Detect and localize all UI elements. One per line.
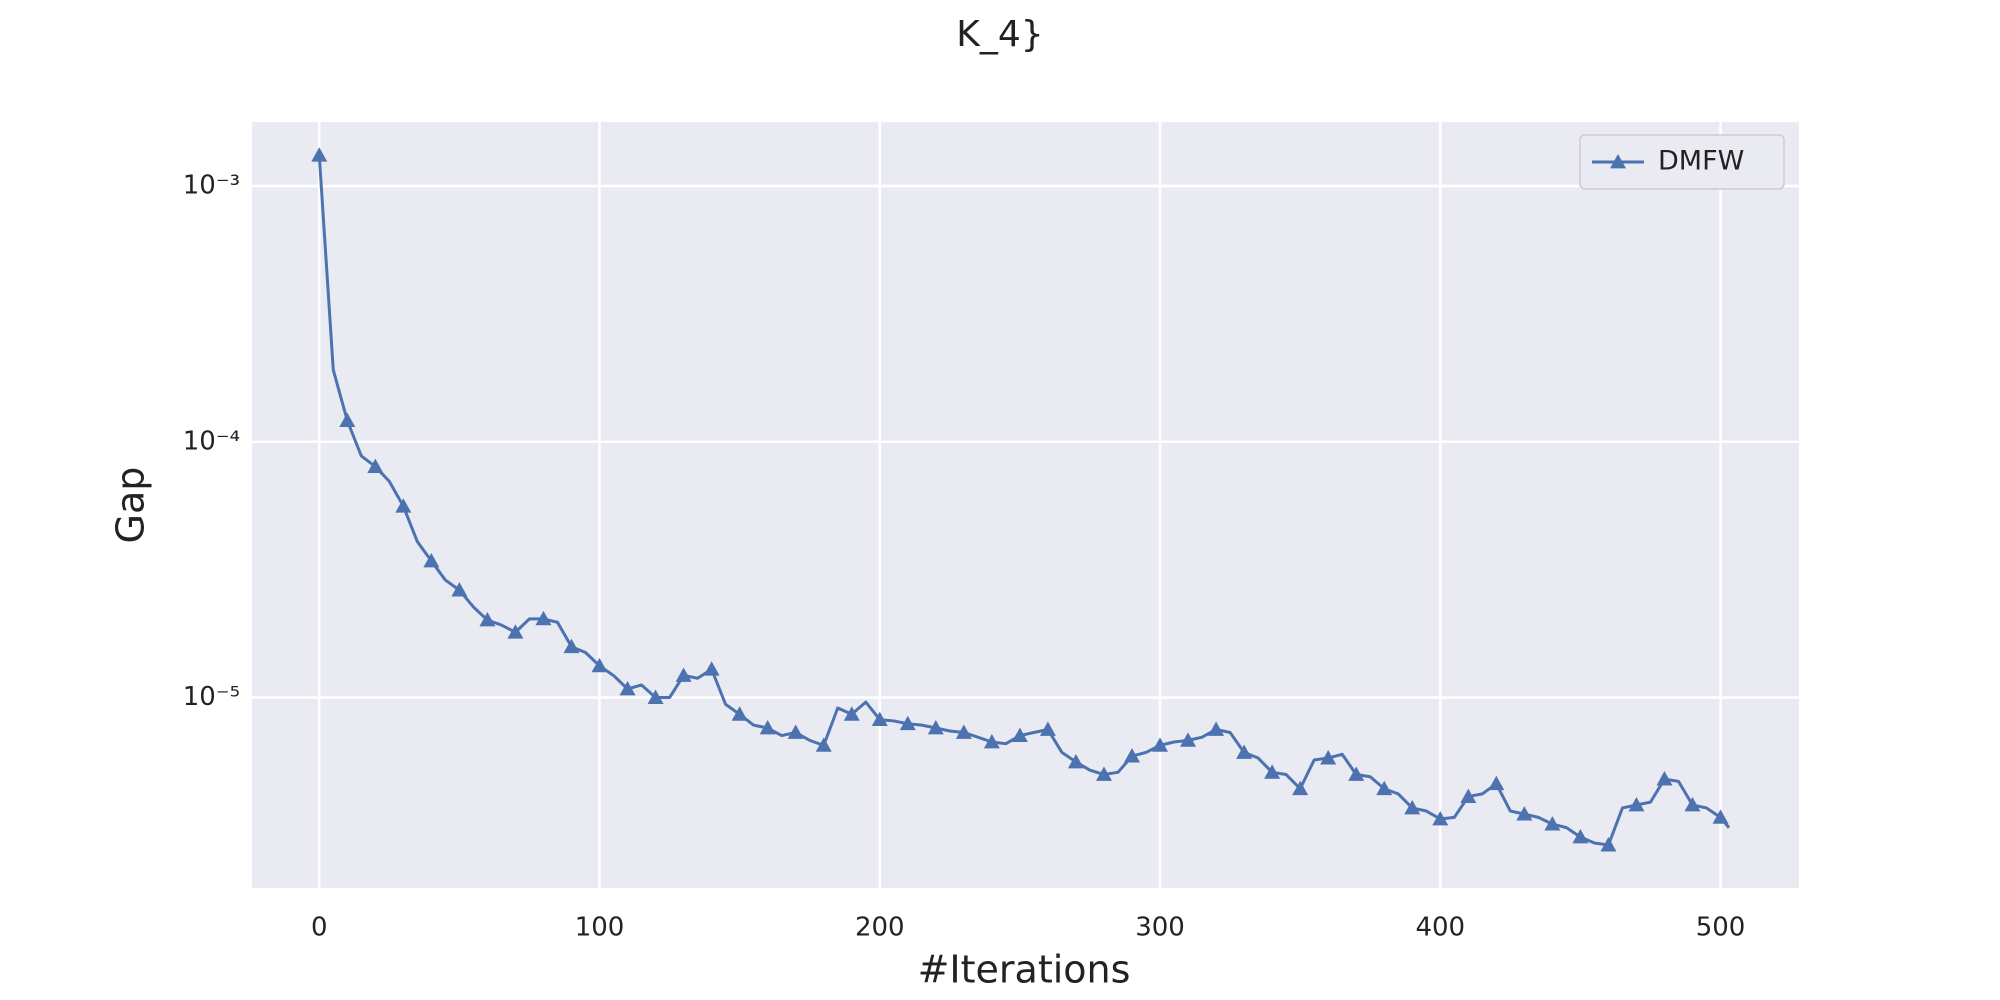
marker: [423, 552, 440, 568]
marker: [1180, 732, 1197, 747]
marker: [1123, 748, 1140, 763]
marker: [1404, 799, 1421, 815]
marker: [703, 661, 720, 676]
marker: [1516, 806, 1533, 821]
marker: [591, 657, 608, 673]
marker: [563, 638, 580, 654]
marker: [1544, 816, 1561, 831]
chart-title: K_4}: [956, 14, 1043, 55]
x-tick-label: 200: [855, 913, 905, 943]
marker: [1292, 780, 1309, 796]
marker: [1152, 737, 1169, 752]
marker: [1320, 750, 1337, 765]
y-tick-label: 10⁻⁵: [183, 682, 240, 712]
x-axis-label: #Iterations: [918, 948, 1131, 992]
marker: [955, 724, 972, 739]
legend-box: [1579, 134, 1785, 190]
marker: [1460, 788, 1477, 803]
marker: [1067, 753, 1084, 769]
marker: [787, 724, 804, 739]
marker: [311, 147, 328, 162]
marker: [1095, 766, 1112, 781]
y-tick-label: 10⁻⁴: [183, 426, 240, 456]
marker: [1600, 837, 1617, 852]
plot-area: [252, 122, 1799, 888]
marker: [1236, 744, 1253, 759]
marker: [1572, 828, 1589, 844]
marker: [1376, 780, 1393, 796]
marker: [1432, 811, 1449, 826]
marker: [395, 498, 412, 513]
marker: [1348, 766, 1365, 781]
x-tick-label: 300: [1135, 913, 1185, 943]
marker: [843, 706, 860, 721]
x-tick-label: 0: [311, 913, 328, 943]
x-tick-label: 400: [1415, 913, 1465, 943]
marker: [339, 412, 356, 428]
legend-marker: [1610, 154, 1626, 169]
marker: [535, 610, 552, 626]
marker: [1039, 721, 1056, 736]
marker: [1264, 764, 1281, 779]
marker: [367, 458, 384, 473]
marker: [871, 711, 888, 726]
grid: [252, 122, 1799, 888]
marker: [1656, 771, 1673, 786]
y-axis-label: Gap: [109, 467, 153, 544]
marker: [815, 737, 832, 752]
marker: [899, 715, 916, 731]
marker: [1488, 775, 1505, 791]
marker: [479, 611, 496, 627]
marker: [1208, 721, 1225, 736]
marker: [1628, 797, 1645, 812]
y-tick-label: 10⁻³: [183, 171, 240, 201]
marker: [927, 720, 944, 735]
legend-label: DMFW: [1658, 146, 1744, 177]
legend: DMFW: [1579, 134, 1785, 190]
marker: [451, 582, 468, 597]
marker: [675, 667, 692, 682]
marker: [1712, 809, 1729, 824]
x-tick-label: 100: [575, 913, 625, 943]
marker: [619, 680, 636, 696]
marker: [1684, 797, 1701, 812]
marker: [731, 706, 748, 721]
marker: [983, 734, 1000, 749]
marker: [759, 720, 776, 735]
marker: [647, 689, 664, 704]
marker: [507, 624, 524, 639]
x-tick-label: 500: [1696, 913, 1746, 943]
marker: [1011, 727, 1028, 742]
